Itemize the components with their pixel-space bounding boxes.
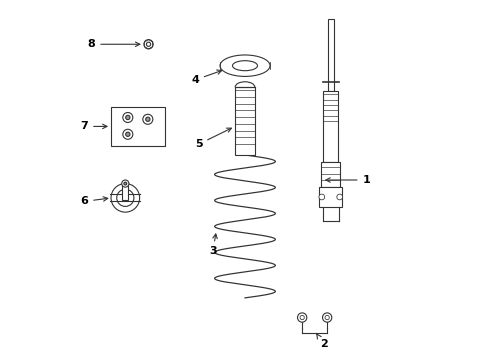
Circle shape (143, 114, 153, 124)
Circle shape (124, 182, 127, 185)
Text: 1: 1 (326, 175, 370, 185)
Bar (111, 107, 165, 146)
Circle shape (144, 40, 153, 49)
Bar (122, 185, 128, 200)
Circle shape (337, 194, 343, 200)
Bar (328, 19, 334, 91)
Text: 8: 8 (88, 39, 140, 49)
Text: 2: 2 (317, 334, 327, 349)
Circle shape (111, 184, 140, 212)
Circle shape (122, 180, 129, 187)
Circle shape (146, 117, 150, 121)
Circle shape (319, 194, 325, 200)
Circle shape (117, 189, 134, 206)
Ellipse shape (232, 61, 258, 71)
Circle shape (322, 313, 332, 322)
Circle shape (300, 315, 304, 320)
Text: 3: 3 (209, 234, 217, 256)
Ellipse shape (220, 55, 270, 76)
Text: 6: 6 (80, 197, 108, 206)
Circle shape (123, 112, 133, 122)
Circle shape (325, 315, 329, 320)
Circle shape (123, 129, 133, 139)
Bar (321, 162, 340, 187)
Text: 5: 5 (195, 128, 231, 149)
Circle shape (147, 42, 150, 46)
Text: 7: 7 (80, 121, 107, 131)
Circle shape (126, 132, 130, 136)
Bar (323, 91, 338, 162)
Text: 4: 4 (191, 70, 221, 85)
Circle shape (297, 313, 307, 322)
Bar (319, 187, 343, 207)
Bar (235, 87, 255, 155)
Circle shape (126, 115, 130, 120)
